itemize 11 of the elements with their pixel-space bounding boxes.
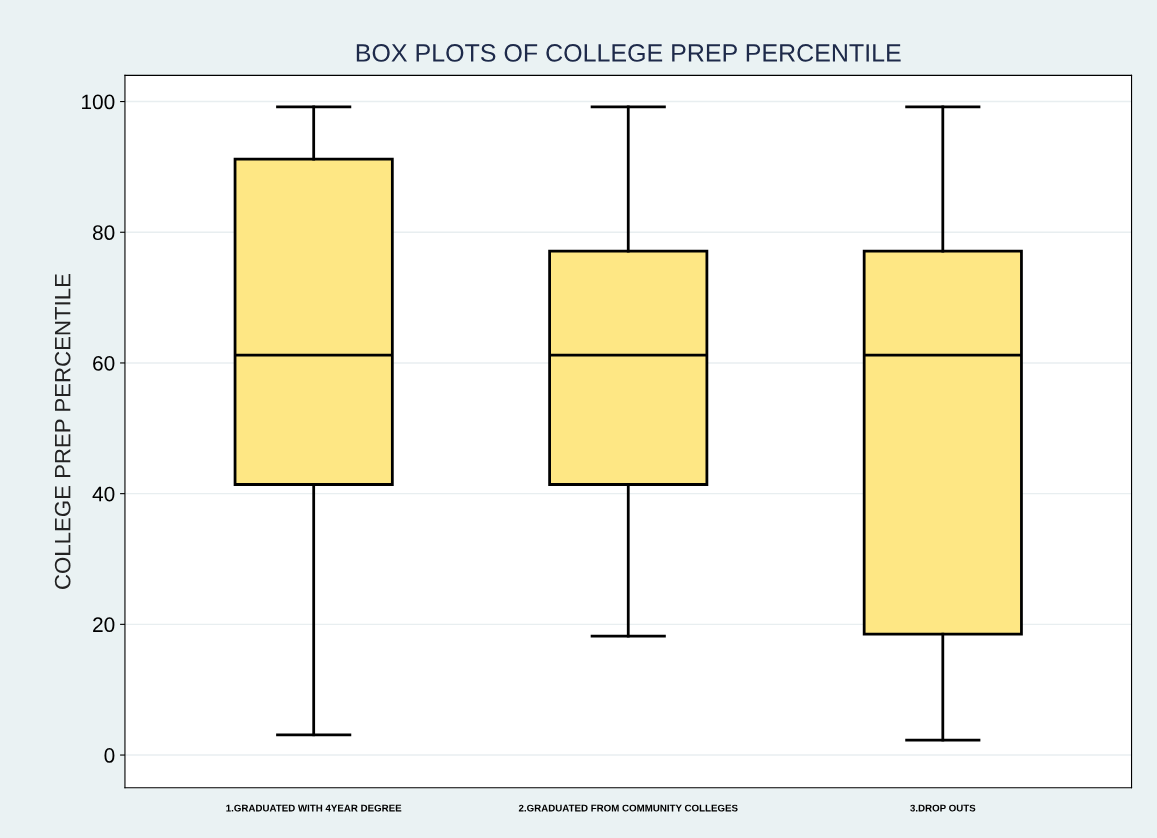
chart-title: BOX PLOTS OF COLLEGE PREP PERCENTILE [356,44,901,62]
y-tick-label: 100 [82,94,115,110]
x-tick-label: 2.GRADUATED FROM COMMUNITY COLLEGES [518,804,738,812]
y-axis-title: COLLEGE PREP PERCENTILE [54,274,71,589]
y-tick-label: 40 [92,486,115,502]
x-tick-label: 1.GRADUATED WITH 4YEAR DEGREE [226,804,402,812]
y-tick-label: 0 [104,748,115,763]
x-tick-label: 3.DROP OUTS [910,804,976,812]
y-tick-label: 20 [93,617,115,633]
y-tick-label: 80 [92,225,115,241]
y-tick-label: 60 [93,355,115,371]
